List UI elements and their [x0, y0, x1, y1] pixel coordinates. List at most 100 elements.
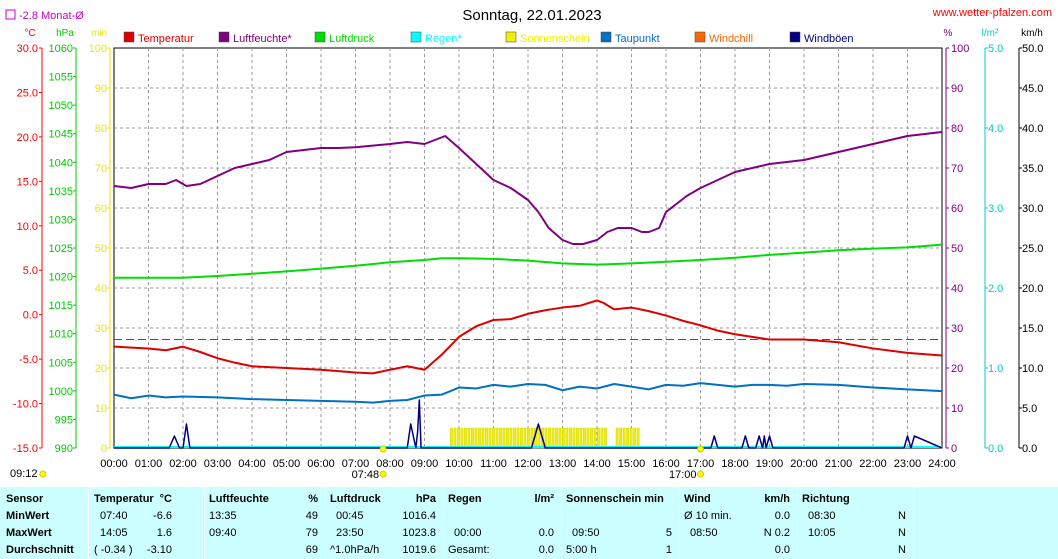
- sunshine-bar: [485, 427, 488, 449]
- table-cell-time: 07:40: [100, 510, 128, 522]
- table-cell-value: 1023.8: [402, 527, 436, 539]
- sunshine-bar: [481, 427, 485, 449]
- table-divider: [913, 487, 914, 559]
- sunshine-bar: [495, 427, 499, 449]
- sunshine-bar: [474, 427, 478, 449]
- table-cell-value: 0.0: [538, 544, 554, 556]
- x-tick-label: 16:00: [652, 458, 680, 470]
- table-divider: [88, 487, 89, 559]
- temp-axis-label: 20.0: [17, 132, 38, 144]
- table-divider: [443, 487, 444, 559]
- pressure-axis-label: 1045: [49, 129, 73, 141]
- table-divider: [561, 487, 562, 559]
- wind-axis-label: 25.0: [1022, 243, 1043, 255]
- chart-labels: 30.0 25.0 20.0 15.0 10.0 5.0 0.0 -5.0 -10.0 -15.0…: [13, 28, 1044, 481]
- site-link[interactable]: www.wetter-pfalzen.com: [932, 7, 1052, 19]
- x-tick-label: 19:00: [756, 458, 784, 470]
- pressure-axis-label: 995: [55, 414, 73, 426]
- sunshine-bar: [593, 427, 597, 449]
- table-cell-value: 79: [305, 527, 318, 539]
- table-cell-time: Gesamt:: [448, 544, 490, 556]
- temp-axis-label: 10.0: [17, 221, 38, 233]
- x-tick-label: 21:00: [825, 458, 853, 470]
- sunshine-bar: [586, 427, 590, 449]
- table-header: Luftfeuchte: [209, 493, 269, 505]
- pressure-axis-label: 1030: [49, 214, 73, 226]
- humidity-axis-label: 20: [951, 363, 963, 375]
- series-lines: [113, 131, 943, 449]
- legend-label: Windchill: [709, 33, 753, 45]
- table-cell-value: N: [898, 527, 906, 539]
- rain-axis-label: 1.0: [988, 363, 1003, 375]
- sunshine-bar: [520, 427, 523, 449]
- table-cell-time: Ø 10 min.: [684, 510, 732, 522]
- sun-axis-label: 100: [89, 43, 107, 55]
- table-cell-time: ^1.0hPa/h: [330, 544, 380, 556]
- table-cell-value: 49: [305, 510, 318, 522]
- wind-axis-label: 50.0: [1022, 43, 1043, 55]
- series-dewpoint: [113, 382, 943, 404]
- sunshine-bar: [548, 427, 551, 449]
- table-cell-value: -3.10: [146, 544, 172, 556]
- weather-chart: 30.0 25.0 20.0 15.0 10.0 5.0 0.0 -5.0 -10.0 -15.0…: [5, 7, 1052, 481]
- table-header-unit: km/h: [764, 493, 790, 505]
- x-tick-label: 14:00: [583, 458, 611, 470]
- pressure-axis-label: 1005: [49, 357, 73, 369]
- legend-swatch: [789, 31, 801, 43]
- wind-axis-label: 10.0: [1022, 363, 1043, 375]
- sunrise-label: 07:48: [352, 469, 380, 481]
- sunshine-bar: [555, 427, 558, 449]
- sunshine-bar: [626, 427, 629, 449]
- sunshine-bar: [619, 427, 622, 449]
- wind-axis-label: 45.0: [1022, 83, 1043, 95]
- table-header: Richtung: [802, 493, 850, 505]
- legend-swatch: [410, 31, 422, 43]
- wind-axis-label: 0.0: [1022, 443, 1037, 455]
- x-tick-label: 06:00: [307, 458, 335, 470]
- sunshine-bar: [453, 427, 457, 449]
- sunshine-bar: [460, 427, 464, 449]
- temp-axis-unit: °C: [24, 28, 35, 39]
- table-divider: [325, 487, 326, 559]
- wind-axis-label: 15.0: [1022, 323, 1043, 335]
- sunshine-bar: [590, 427, 593, 449]
- table-cell-value: N: [898, 544, 906, 556]
- rain-axis-label: 5.0: [988, 43, 1003, 55]
- table-header: Regen: [448, 493, 482, 505]
- legend-label: Luftfeuchte*: [233, 33, 292, 45]
- chart-title: Sonntag, 22.01.2023: [462, 7, 601, 24]
- pressure-axis-label: 1060: [49, 43, 73, 55]
- chart-axes: [39, 47, 1022, 449]
- sun-axis-unit: min: [91, 28, 107, 39]
- legend-swatch: [314, 31, 326, 43]
- temp-axis-label: -10.0: [13, 399, 38, 411]
- sunshine-bar: [583, 427, 586, 449]
- sunrise-dot: [379, 445, 387, 453]
- time-marker: 09:12: [10, 468, 38, 480]
- x-tick-label: 10:00: [445, 458, 473, 470]
- table-divider: [204, 487, 205, 559]
- table-header-unit: hPa: [415, 493, 436, 505]
- sun-axis-label: 10: [95, 403, 107, 415]
- pressure-axis-label: 1025: [49, 243, 73, 255]
- sun-axis-label: 90: [95, 83, 107, 95]
- pressure-axis-label: 1035: [49, 186, 73, 198]
- humidity-axis-label: 70: [951, 163, 963, 175]
- x-tick-label: 23:00: [894, 458, 922, 470]
- table-cell-value: 1: [665, 544, 672, 556]
- x-tick-label: 00:00: [100, 458, 128, 470]
- x-tick-label: 02:00: [169, 458, 197, 470]
- table-header: Wind: [684, 493, 711, 505]
- legend-label: Temperatur: [138, 33, 194, 45]
- month-avg-label: -2.8 Monat-Ø: [19, 10, 84, 22]
- legend-swatch: [600, 31, 612, 43]
- legend-label: Luftdruck: [329, 33, 375, 45]
- sunshine-bar: [488, 427, 492, 449]
- table-header: Sensor: [6, 493, 44, 505]
- wind-axis-label: 30.0: [1022, 203, 1043, 215]
- sunshine-bar: [579, 427, 583, 449]
- legend-label: Taupunkt: [615, 33, 660, 45]
- table-row-label: Durchschnitt: [6, 544, 74, 556]
- sun-axis-label: 70: [95, 163, 107, 175]
- sun-axis-label: 0: [101, 443, 107, 455]
